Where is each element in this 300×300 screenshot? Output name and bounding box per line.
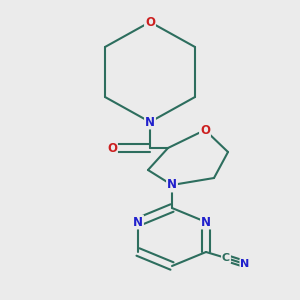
Text: C: C	[222, 253, 230, 263]
Text: N: N	[201, 215, 211, 229]
Text: N: N	[145, 116, 155, 128]
Text: O: O	[200, 124, 210, 136]
Text: N: N	[240, 259, 250, 269]
Text: N: N	[167, 178, 177, 191]
Text: N: N	[133, 215, 143, 229]
Text: O: O	[107, 142, 117, 154]
Text: O: O	[145, 16, 155, 28]
